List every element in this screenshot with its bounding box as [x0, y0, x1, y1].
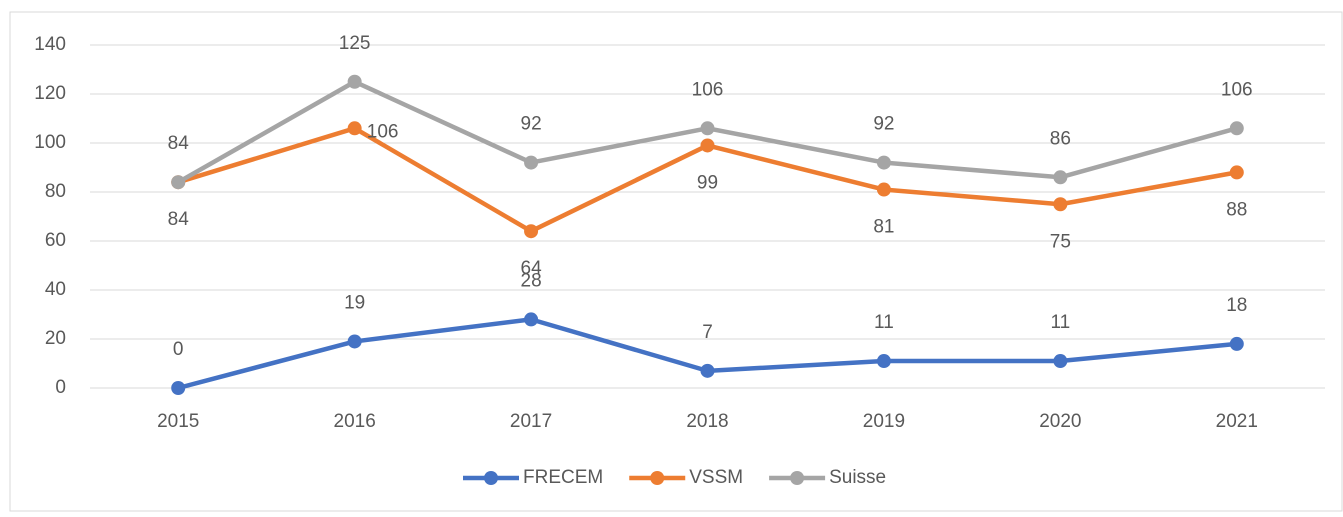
x-tick-label: 2017 [510, 411, 552, 432]
data-label: 125 [339, 33, 371, 54]
data-label: 106 [692, 79, 724, 100]
data-label: 64 [521, 258, 543, 279]
data-point [347, 74, 362, 89]
y-tick-label: 40 [45, 279, 66, 300]
legend-label: FRECEM [523, 467, 603, 488]
legend-label: VSSM [689, 467, 743, 488]
data-label: 84 [168, 133, 190, 154]
data-label: 88 [1226, 199, 1247, 220]
x-tick-label: 2021 [1216, 411, 1258, 432]
data-point [876, 155, 891, 170]
data-label: 92 [873, 114, 894, 135]
x-tick-label: 2016 [334, 411, 376, 432]
data-point [171, 381, 186, 395]
legend-label: Suisse [829, 467, 886, 488]
y-tick-label: 60 [45, 230, 66, 251]
data-point [1053, 170, 1068, 185]
x-tick-label: 2019 [863, 411, 905, 432]
data-label: 28 [521, 270, 542, 291]
y-tick-label: 80 [45, 181, 66, 202]
data-label: 0 [173, 339, 184, 360]
data-point [524, 224, 539, 239]
data-label: 81 [873, 217, 894, 238]
data-label: 19 [344, 292, 365, 313]
data-point [700, 138, 715, 153]
data-label: 75 [1050, 231, 1071, 252]
data-point [1053, 354, 1068, 369]
data-label: 106 [1221, 79, 1253, 100]
data-point [876, 354, 891, 369]
data-point [347, 334, 362, 349]
x-tick-label: 2015 [157, 411, 199, 432]
data-point [347, 121, 362, 136]
data-label: 106 [367, 121, 399, 142]
data-point [876, 182, 891, 197]
data-label: 84 [168, 209, 190, 230]
data-label: 11 [874, 312, 894, 333]
data-point [171, 175, 186, 190]
data-label: 99 [697, 172, 718, 193]
data-point [700, 121, 715, 136]
y-tick-label: 140 [34, 34, 66, 55]
data-point [1229, 165, 1244, 180]
data-point [524, 155, 539, 170]
data-label: 86 [1050, 128, 1071, 149]
data-point [1229, 336, 1244, 351]
y-tick-label: 0 [55, 377, 66, 398]
data-point [1229, 121, 1244, 136]
legend-swatch-marker [790, 471, 805, 485]
y-tick-label: 120 [34, 83, 66, 104]
x-tick-label: 2020 [1039, 411, 1081, 432]
data-label: 18 [1226, 295, 1247, 316]
legend-swatch-marker [484, 471, 498, 485]
x-tick-label: 2018 [686, 411, 728, 432]
y-tick-label: 20 [45, 328, 66, 349]
data-label: 7 [702, 322, 713, 343]
legend-swatch-marker [650, 471, 665, 485]
chart-frame [9, 11, 1343, 512]
data-label: 11 [1050, 312, 1070, 333]
data-point [1053, 197, 1068, 212]
data-point [700, 363, 715, 378]
y-tick-label: 100 [34, 132, 66, 153]
data-point [524, 312, 539, 327]
data-label: 92 [521, 114, 542, 135]
